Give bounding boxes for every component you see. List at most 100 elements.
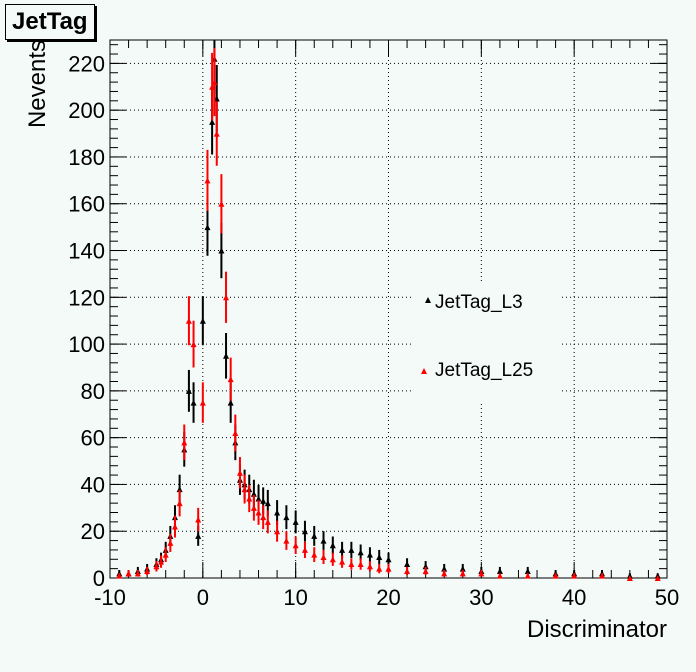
y-tick-label: 120 — [68, 285, 105, 310]
data-point-marker — [134, 570, 141, 577]
data-point-marker — [116, 572, 123, 579]
y-tick-label: 0 — [93, 566, 105, 591]
data-point-marker — [654, 575, 661, 581]
data-point-marker — [292, 518, 299, 525]
data-point-marker — [171, 523, 178, 530]
x-tick-label: 50 — [655, 585, 679, 610]
y-tick-label: 20 — [81, 519, 105, 544]
data-point-marker — [274, 509, 281, 516]
data-point-marker — [246, 495, 253, 502]
data-point-marker — [422, 563, 429, 570]
data-point-marker — [204, 177, 211, 184]
data-point-marker — [274, 528, 281, 535]
data-point-marker — [385, 556, 392, 563]
series-JetTag_L25 — [116, 48, 661, 581]
data-point-marker — [255, 509, 262, 516]
data-point-marker — [366, 551, 373, 558]
data-point-marker — [348, 546, 355, 553]
y-tick-label: 80 — [81, 379, 105, 404]
x-tick-label: 40 — [562, 585, 586, 610]
data-point-marker — [311, 551, 318, 558]
x-axis-title: Discriminator — [527, 616, 667, 643]
data-point-marker — [255, 495, 262, 502]
data-point-marker — [571, 572, 578, 579]
data-point-marker — [227, 376, 234, 383]
data-point-marker — [552, 572, 559, 579]
data-point-marker — [459, 570, 466, 577]
data-point-marker — [223, 352, 230, 359]
data-point-marker — [213, 130, 220, 137]
data-point-marker — [181, 439, 188, 446]
y-tick-label: 60 — [81, 426, 105, 451]
data-point-marker — [292, 542, 299, 549]
data-point-marker — [264, 518, 271, 525]
data-point-marker — [218, 247, 225, 254]
data-point-marker — [441, 570, 448, 577]
data-point-marker — [190, 341, 197, 348]
y-tick-labels: 0 20 40 60 80 100 120 140 160 180 200 220 — [68, 51, 105, 591]
data-point-marker — [301, 528, 308, 535]
y-tick-label: 100 — [68, 332, 105, 357]
x-tick-label: 0 — [197, 585, 209, 610]
legend-marker-l3 — [425, 297, 431, 303]
data-point-marker — [260, 497, 267, 504]
data-point-marker — [204, 224, 211, 231]
x-tick-label: -10 — [94, 585, 126, 610]
data-point-marker — [211, 79, 218, 86]
data-point-marker — [441, 565, 448, 572]
x-tick-labels: -10 0 10 20 30 40 50 — [94, 585, 679, 610]
x-tick-label: 10 — [283, 585, 307, 610]
data-point-marker — [176, 486, 183, 493]
data-point-marker — [329, 556, 336, 563]
data-point-marker — [478, 570, 485, 577]
data-point-marker — [195, 532, 202, 539]
data-point-marker — [357, 549, 364, 556]
legend-label-l25: JetTag_L25 — [435, 360, 533, 381]
data-point-marker — [422, 567, 429, 574]
data-point-marker — [348, 560, 355, 567]
y-tick-label: 40 — [81, 472, 105, 497]
data-point-marker — [190, 399, 197, 406]
data-point-marker — [404, 567, 411, 574]
data-point-marker — [626, 575, 633, 581]
data-point-marker — [209, 118, 216, 125]
data-point-marker — [199, 317, 206, 324]
data-point-marker — [524, 572, 531, 579]
legend-label-l3: JetTag_L3 — [435, 292, 523, 313]
data-point-marker — [153, 563, 160, 570]
data-point-marker — [301, 546, 308, 553]
data-point-marker — [339, 546, 346, 553]
legend-box — [412, 282, 562, 402]
x-tick-label: 20 — [376, 585, 400, 610]
data-point-marker — [524, 567, 531, 574]
data-point-marker — [144, 567, 151, 574]
data-point-marker — [241, 486, 248, 493]
data-point-marker — [339, 558, 346, 565]
data-point-marker — [236, 469, 243, 476]
data-point-marker — [158, 558, 165, 565]
data-point-marker — [357, 560, 364, 567]
data-point-marker — [260, 514, 267, 521]
legend-marker-l25 — [421, 368, 427, 374]
data-point-marker — [320, 553, 327, 560]
data-point-marker — [320, 537, 327, 544]
data-point-marker — [376, 565, 383, 572]
data-point-marker — [283, 514, 290, 521]
data-point-marker — [232, 429, 239, 436]
data-point-marker — [376, 553, 383, 560]
data-point-marker — [195, 516, 202, 523]
data-point-marker — [404, 560, 411, 567]
y-tick-label: 200 — [68, 98, 105, 123]
data-point-marker — [227, 399, 234, 406]
data-point-marker — [167, 539, 174, 546]
data-point-marker — [366, 563, 373, 570]
y-tick-label: 220 — [68, 51, 105, 76]
legend: JetTag_L3 JetTag_L25 — [412, 282, 562, 402]
data-point-marker — [223, 294, 230, 301]
data-points — [116, 40, 661, 581]
data-point-marker — [162, 551, 169, 558]
data-point-marker — [329, 542, 336, 549]
data-point-marker — [125, 570, 132, 577]
chart-title: JetTag — [5, 4, 95, 40]
